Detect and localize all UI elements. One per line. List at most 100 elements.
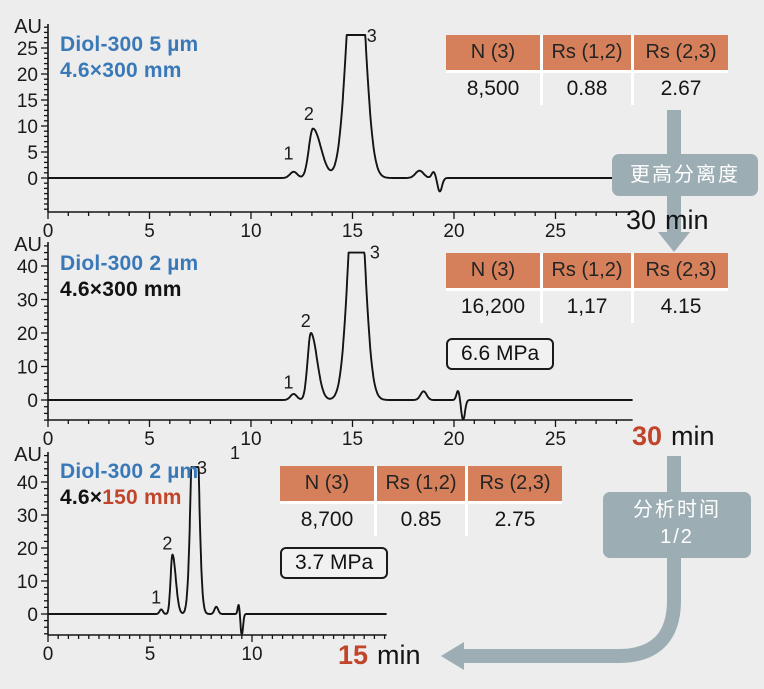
y-tick-label: 40 [17, 257, 38, 278]
x-tick-label: 20 [443, 429, 464, 450]
time-number: 30 [632, 421, 663, 451]
time-label-3: 15 min [338, 640, 421, 671]
peak-label: 1 [230, 443, 240, 463]
y-tick-label: 0 [27, 169, 38, 190]
x-tick-label: 25 [545, 221, 566, 242]
y-tick-label: 0 [27, 605, 38, 626]
y-tick-label: 30 [17, 506, 38, 527]
chromatogram-trace [47, 251, 634, 420]
y-tick-label: 5 [27, 143, 38, 164]
chromatogram-trace [47, 466, 388, 635]
flow-box-half-analysis-time: 分析时间 1/2 [603, 492, 751, 558]
x-tick-label: 5 [145, 644, 156, 665]
x-tick-label: 15 [342, 221, 363, 242]
table-value-cell: 2.67 [634, 73, 728, 105]
peak-label: 3 [367, 26, 377, 46]
flow-arrow-return-icon [441, 456, 681, 670]
y-tick-label: 10 [17, 572, 38, 593]
chromatogram-trace [47, 34, 634, 193]
table-header-cell: N (3) [280, 466, 374, 501]
flow-box-higher-resolution: 更高分离度 [612, 154, 758, 196]
y-axis-unit-label: AU [14, 444, 42, 466]
column-dimensions: 4.6×300 mm [60, 58, 198, 84]
x-tick-label: 10 [241, 644, 262, 665]
y-axis-unit-label: AU [14, 16, 42, 38]
flow-box-line2: 1/2 [660, 526, 694, 548]
time-number: 30 [626, 205, 657, 235]
time-unit: min [665, 205, 709, 235]
peak-label: 3 [370, 242, 380, 262]
table-value-cell: 8,700 [280, 504, 374, 536]
y-tick-label: 20 [17, 324, 38, 345]
time-label-2: 30 min [632, 421, 715, 452]
dimension-text: 4.6×300 mm [60, 59, 182, 82]
column-label-1: Diol-300 5 µm 4.6×300 mm [60, 32, 198, 84]
table-value-cell: 0.85 [377, 504, 465, 536]
y-tick-label: 20 [17, 539, 38, 560]
x-tick-label: 5 [144, 429, 155, 450]
table-header-cell: Rs (1,2) [543, 253, 631, 288]
table-value-cell: 8,500 [446, 73, 540, 105]
column-label-2: Diol-300 2 µm 4.6×300 mm [60, 251, 198, 303]
x-tick-label: 15 [342, 429, 363, 450]
x-tick-label: 0 [43, 221, 54, 242]
table-value-cell: 1,17 [543, 291, 631, 323]
x-tick-label: 5 [144, 221, 155, 242]
column-name: Diol-300 2 µm [60, 252, 199, 275]
x-tick-label: 10 [240, 221, 261, 242]
y-tick-label: 25 [17, 39, 38, 60]
peak-label: 1 [151, 587, 161, 607]
table-value-cell: 2.75 [468, 504, 562, 536]
column-dimensions: 4.6×300 mm [60, 277, 198, 303]
chromatogram-plot-3: 0 5 10 0 10 20 30 40 AU 1 2 3 1 [14, 443, 388, 665]
x-tick-label: 0 [43, 429, 54, 450]
table-header-cell: Rs (1,2) [543, 35, 631, 70]
time-unit: min [377, 640, 421, 670]
column-label-3: Diol-300 2 µm 4.6×150 mm [60, 459, 198, 511]
y-tick-label: 10 [17, 117, 38, 138]
peak-label: 2 [301, 311, 311, 331]
dimension-text: 4.6× [60, 486, 103, 509]
table-header-cell: Rs (1,2) [377, 466, 465, 501]
x-tick-label: 10 [240, 429, 261, 450]
peak-label: 1 [284, 373, 294, 393]
column-name: Diol-300 2 µm [60, 460, 199, 483]
table-value-cell: 16,200 [446, 291, 540, 323]
table-header-cell: N (3) [446, 253, 540, 288]
pressure-badge-2: 6.6 MPa [446, 338, 555, 370]
y-tick-label: 15 [17, 91, 38, 112]
time-label-1: 30 min [626, 205, 709, 236]
dimension-text: 4.6×300 mm [60, 278, 182, 301]
y-tick-label: 30 [17, 291, 38, 312]
results-table-2: N (3) Rs (1,2) Rs (2,3) 16,200 1,17 4.15 [446, 253, 728, 323]
y-tick-label: 0 [27, 391, 38, 412]
x-tick-label: 25 [545, 429, 566, 450]
dimension-highlight: 150 mm [102, 486, 182, 509]
y-tick-label: 20 [17, 65, 38, 86]
time-unit: min [671, 421, 715, 451]
peak-label: 2 [304, 104, 314, 124]
table-value-cell: 4.15 [634, 291, 728, 323]
x-tick-label: 20 [443, 221, 464, 242]
x-tick-label: 0 [43, 644, 54, 665]
y-axis-unit-label: AU [14, 234, 42, 256]
peak-label: 2 [162, 534, 172, 554]
flow-box-line1: 分析时间 [633, 499, 721, 521]
column-dimensions: 4.6×150 mm [60, 485, 198, 511]
table-value-cell: 0.88 [543, 73, 631, 105]
table-header-cell: N (3) [446, 35, 540, 70]
column-name: Diol-300 5 µm [60, 33, 199, 56]
table-header-cell: Rs (2,3) [634, 35, 728, 70]
y-tick-label: 10 [17, 358, 38, 379]
table-header-cell: Rs (2,3) [468, 466, 562, 501]
pressure-badge-3: 3.7 MPa [280, 547, 389, 579]
results-table-3: N (3) Rs (1,2) Rs (2,3) 8,700 0.85 2.75 [280, 466, 562, 536]
results-table-1: N (3) Rs (1,2) Rs (2,3) 8,500 0.88 2.67 [446, 35, 728, 105]
y-tick-label: 40 [17, 473, 38, 494]
peak-label: 3 [197, 458, 207, 478]
